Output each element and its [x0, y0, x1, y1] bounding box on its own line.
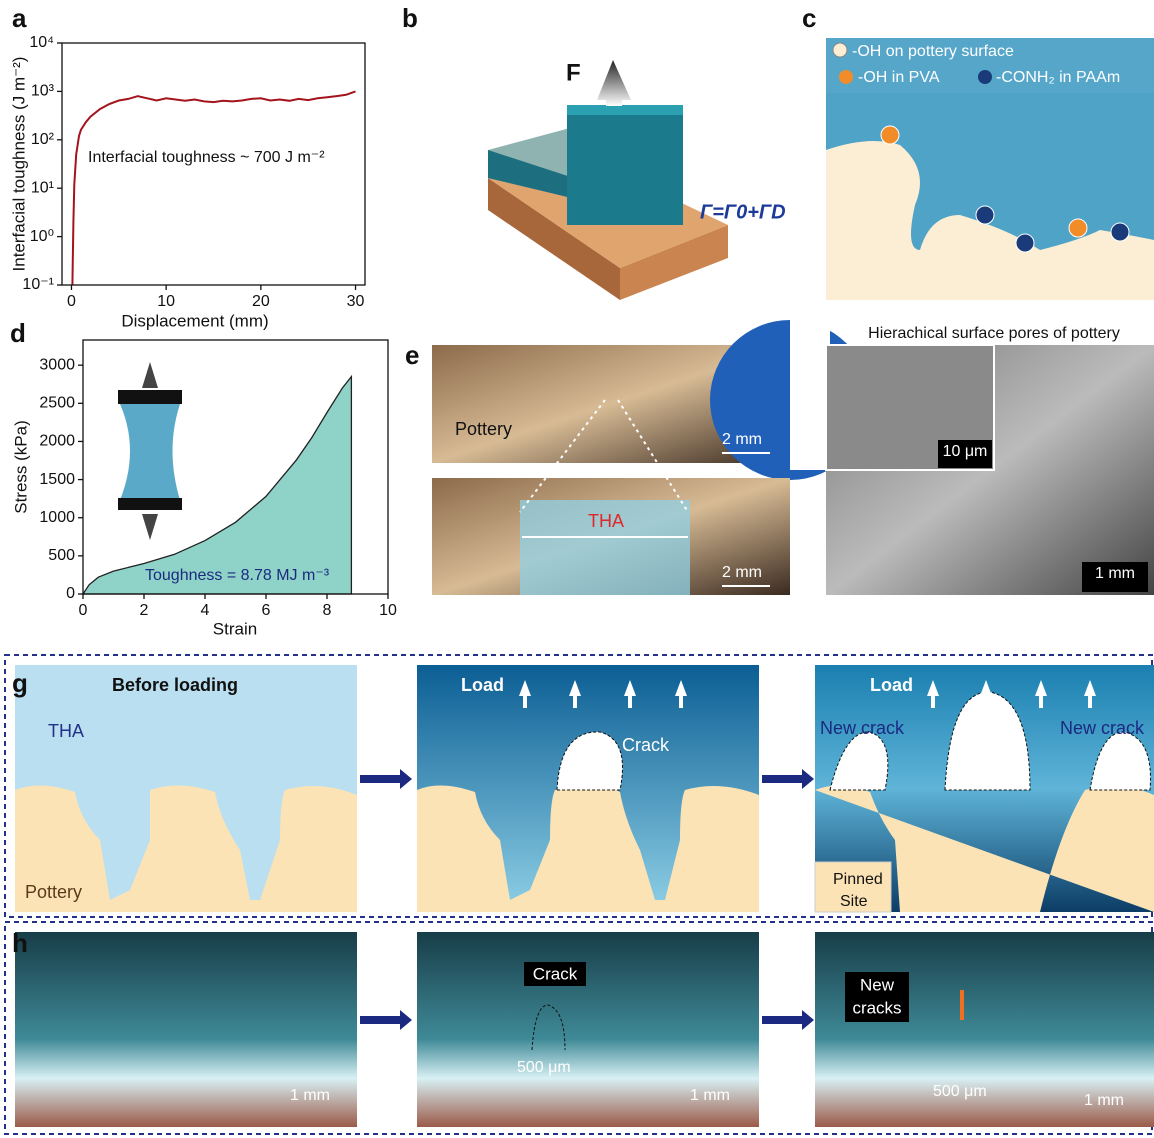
photo-label: Pottery	[455, 419, 512, 439]
x-tick-label: 20	[252, 293, 270, 310]
crack-label: cracks	[852, 998, 901, 1017]
annotation: Toughness = 8.78 MJ m⁻³	[145, 567, 330, 584]
figure: a b c d e f F Γ=Γ0+ΓD -OH on pottery sur…	[0, 0, 1154, 1138]
icon	[1016, 234, 1034, 252]
photo-label: THA	[588, 511, 624, 531]
x-tick-label: 6	[262, 602, 271, 619]
panel-label: h	[12, 928, 28, 958]
scale-label: 1 mm	[1095, 565, 1135, 582]
x-tick-label: 30	[347, 293, 365, 310]
peel-schematic	[488, 60, 728, 300]
x-axis-title: Strain	[213, 619, 257, 638]
y-tick-label: 500	[48, 547, 75, 564]
x-tick-label: 8	[323, 602, 332, 619]
icon	[1069, 219, 1087, 237]
specimen-icon	[118, 362, 182, 540]
x-tick-label: 10	[157, 293, 175, 310]
legend-text: -OH in PVA	[858, 69, 940, 86]
scale-label: 2 mm	[722, 431, 762, 448]
x-axis-title: Displacement (mm)	[121, 311, 268, 330]
icon	[833, 43, 847, 57]
legend-text: Site	[840, 893, 868, 910]
y-tick-label: 1000	[39, 509, 75, 526]
state-title: Load	[461, 675, 504, 695]
state-title: Load	[870, 675, 913, 695]
legend-text: Pinned	[833, 871, 883, 888]
legend-text: -CONH₂ in PAAm	[996, 69, 1120, 86]
y-tick-label: 10⁴	[29, 34, 54, 51]
icon	[881, 126, 899, 144]
x-tick-label: 4	[201, 602, 210, 619]
region-label: Pottery	[25, 882, 82, 902]
y-tick-label: 10¹	[31, 179, 54, 196]
y-tick-label: 10²	[31, 131, 55, 148]
crack-label: Crack	[622, 735, 670, 755]
scale-label: 10 μm	[943, 443, 988, 460]
y-tick-label: 3000	[39, 356, 75, 373]
icon	[978, 70, 992, 84]
panel-label: b	[402, 3, 418, 33]
panel-label: c	[802, 3, 816, 33]
equation: Γ=Γ0+ΓD	[700, 201, 786, 223]
panel-label: g	[12, 668, 28, 698]
size-label: 500 μm	[933, 1083, 987, 1100]
x-tick-label: 2	[140, 602, 149, 619]
x-tick-label: 10	[379, 602, 397, 619]
y-tick-label: 10⁰	[30, 228, 54, 245]
y-axis-title: Interfacial toughness (J m⁻²)	[9, 57, 28, 272]
icon	[839, 70, 853, 84]
mask	[790, 320, 830, 470]
icon	[1111, 223, 1129, 241]
panel-title: Hierachical surface pores of pottery	[868, 325, 1120, 342]
crack-label: New crack	[1060, 718, 1145, 738]
size-label: 500 μm	[517, 1059, 571, 1076]
y-tick-label: 2000	[39, 433, 75, 450]
force-label: F	[566, 59, 581, 86]
state-title: Before loading	[112, 675, 238, 695]
scale-label: 1 mm	[690, 1087, 730, 1104]
icon	[976, 206, 994, 224]
annotation: Interfacial toughness ~ 700 J m⁻²	[88, 149, 325, 166]
y-axis-title: Stress (kPa)	[11, 420, 30, 514]
panel-label: e	[405, 340, 419, 370]
legend-text: -OH on pottery surface	[852, 43, 1014, 60]
region-label: THA	[48, 721, 84, 741]
scale-label: 1 mm	[1084, 1092, 1124, 1109]
scale-label: 2 mm	[722, 564, 762, 581]
panel-label: d	[10, 318, 26, 348]
x-tick-label: 0	[67, 293, 76, 310]
y-tick-label: 10³	[31, 83, 55, 100]
crack-label: New crack	[820, 718, 905, 738]
y-tick-label: 10⁻¹	[22, 276, 54, 293]
scale-label: 1 mm	[290, 1087, 330, 1104]
data-line	[72, 91, 355, 285]
crack-label: New	[860, 975, 895, 994]
crack-label: Crack	[533, 964, 578, 983]
y-tick-label: 0	[66, 585, 75, 602]
x-tick-label: 0	[79, 602, 88, 619]
y-tick-label: 1500	[39, 471, 75, 488]
y-tick-label: 2500	[39, 395, 75, 412]
panel-label: a	[12, 3, 27, 33]
